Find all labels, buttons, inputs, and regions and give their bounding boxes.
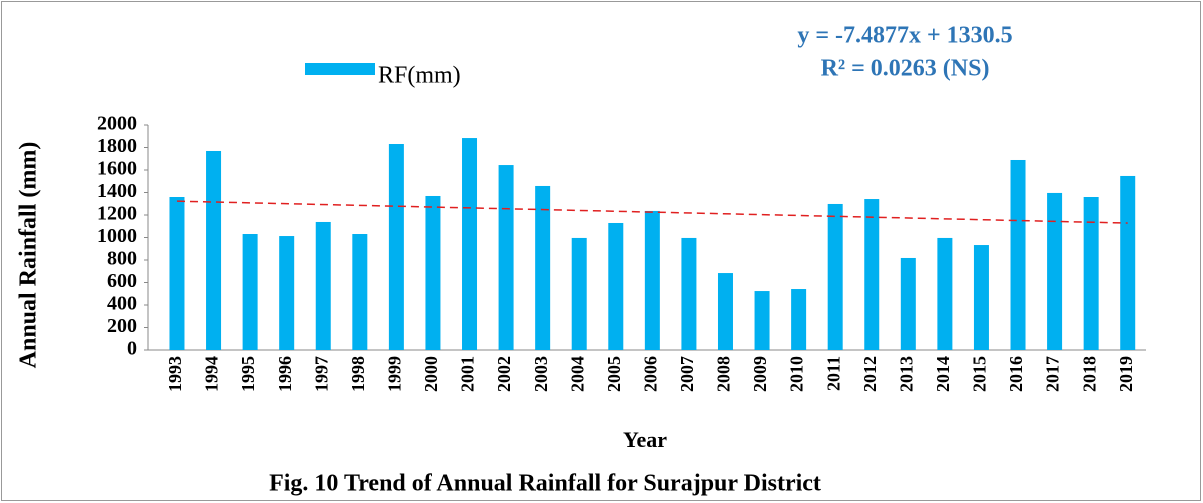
x-tick-label: 2014 [933, 356, 953, 392]
x-tick-label: 2007 [677, 356, 697, 392]
legend-swatch [305, 63, 375, 75]
bar [242, 234, 258, 350]
x-tick-label: 1999 [385, 356, 405, 392]
bar [206, 150, 222, 350]
y-tick-label: 600 [107, 270, 137, 292]
x-tick-label: 2018 [1079, 356, 1099, 392]
x-tick-label: 1993 [165, 356, 185, 392]
bar [498, 165, 514, 350]
y-axis-label: Annual Rainfall (mm) [16, 142, 42, 369]
x-axis-label: Year [623, 427, 667, 452]
bar [644, 210, 660, 350]
x-tick-label: 2012 [860, 356, 880, 392]
bar [1120, 175, 1136, 350]
x-tick-label: 2005 [604, 356, 624, 392]
x-tick-label: 2002 [494, 356, 514, 392]
y-tick-label: 1800 [97, 135, 137, 157]
trend-line [176, 200, 1128, 224]
trend-r2: R² = 0.0263 (NS) [821, 56, 990, 82]
bar [791, 289, 807, 350]
bar [827, 203, 843, 350]
x-tick-label: 2016 [1006, 356, 1026, 392]
y-tick-label: 1200 [97, 203, 137, 225]
bar [608, 222, 624, 350]
bar [315, 221, 331, 350]
bar [352, 234, 368, 350]
y-tick-label: 1000 [97, 225, 137, 247]
x-tick-label: 1997 [311, 356, 331, 392]
y-tick-label: 2000 [97, 113, 137, 135]
x-tick-label: 2009 [750, 356, 770, 392]
x-tick-label: 1995 [238, 356, 258, 392]
x-tick-label: 2015 [970, 356, 990, 392]
x-tick-label: 2000 [421, 356, 441, 392]
bar [462, 138, 478, 350]
bar [1010, 159, 1026, 350]
bar [388, 144, 404, 350]
x-tick-label: 1996 [275, 356, 295, 392]
x-tick-label: 1994 [202, 356, 222, 392]
x-tick-label: 2011 [823, 356, 843, 391]
x-tick-label: 2010 [787, 356, 807, 392]
bar [425, 195, 441, 350]
x-tick-label: 2017 [1043, 356, 1063, 392]
x-tick-label: 2004 [567, 356, 587, 392]
y-tick-label: 200 [107, 315, 137, 337]
bar [900, 257, 916, 350]
x-tick-label: 2013 [896, 356, 916, 392]
bar [973, 245, 989, 350]
trend-equation: y = -7.4877x + 1330.5 [797, 23, 1012, 49]
x-tick-label: 2019 [1116, 356, 1136, 392]
chart-title: Fig. 10 Trend of Annual Rainfall for Sur… [269, 471, 821, 497]
y-tick-label: 800 [107, 248, 137, 270]
bar [864, 199, 880, 350]
bar [279, 236, 295, 350]
bar [169, 197, 185, 350]
x-tick-label: 1998 [348, 356, 368, 392]
x-tick-label: 2001 [458, 356, 478, 392]
y-tick-label: 1600 [97, 158, 137, 180]
bar [937, 237, 953, 350]
bar [681, 237, 697, 350]
bar [1047, 192, 1063, 350]
y-tick-label: 0 [127, 338, 137, 360]
y-tick-label: 400 [107, 293, 137, 315]
bar [571, 237, 587, 350]
legend-label: RF(mm) [378, 63, 461, 89]
bar [535, 185, 551, 350]
x-tick-label: 2003 [531, 356, 551, 392]
x-tick-label: 2006 [640, 356, 660, 392]
bar [1083, 197, 1099, 350]
x-tick-label: 2008 [714, 356, 734, 392]
bar [717, 273, 733, 350]
y-tick-label: 1400 [97, 180, 137, 202]
bar [754, 291, 770, 350]
